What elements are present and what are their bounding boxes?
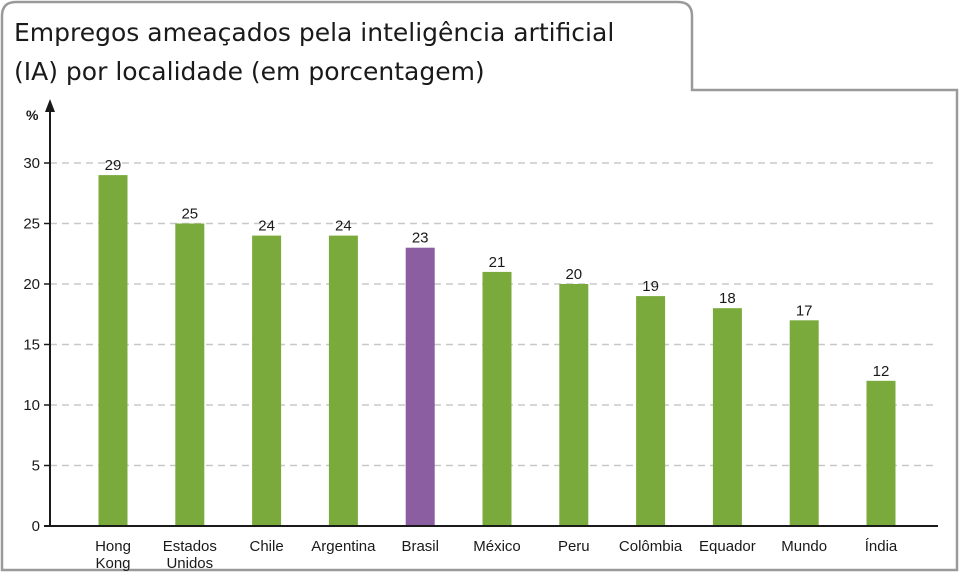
bar-méxico [482,271,512,526]
y-axis-arrow [45,99,55,112]
bar-colômbia [636,296,666,526]
bar-hong-kong [98,175,128,526]
y-tick-labels: 0 5 10 15 20 25 30 [23,155,40,535]
chart-title-line-1: Empregos ameaçados pela inteligência art… [14,18,614,47]
y-tick-label: 10 [23,397,40,414]
data-label: 19 [642,278,659,295]
bar-peru [559,284,589,526]
y-tick-label: 30 [23,155,40,172]
x-tick-label: Argentina [311,538,376,555]
x-tick-label: Kong [95,555,130,572]
axes [44,99,938,527]
y-tick-label: 5 [32,458,40,475]
y-tick-label: 15 [23,337,40,354]
x-tick-label: Mundo [781,538,827,555]
data-label: 24 [335,218,352,235]
data-label: 29 [105,157,122,174]
x-tick-label: Hong [95,538,131,555]
x-tick-label: Chile [250,538,284,555]
x-tick-label: México [473,538,521,555]
value-labels: 29 25 24 24 23 21 20 19 18 17 12 [105,157,890,380]
x-tick-label: Unidos [166,555,213,572]
data-label: 23 [412,230,429,247]
data-label: 20 [565,266,582,283]
data-label: 17 [796,302,813,319]
data-label: 24 [258,218,275,235]
bar-chile [252,235,282,526]
x-tick-label: Estados [163,538,217,555]
x-tick-label: Índia [865,538,898,555]
chart-title-line-2: (IA) por localidade (em porcentagem) [14,57,485,86]
y-tick-label: 20 [23,276,40,293]
bars [98,175,896,526]
data-label: 12 [873,363,890,380]
bar-estados-unidos [175,223,205,526]
x-tick-label: Equador [699,538,756,555]
data-label: 18 [719,290,736,307]
y-tick-label: 0 [32,518,40,535]
bar-índia [866,380,896,526]
data-label: 25 [181,206,198,223]
data-label: 21 [489,254,506,271]
bar-brasil [405,247,435,526]
bar-mundo [789,320,819,526]
bar-equador [712,308,742,526]
x-tick-label: Peru [558,538,590,555]
bar-argentina [328,235,358,526]
y-tick-label: 25 [23,216,40,233]
y-axis-label: % [26,107,39,123]
x-tick-label: Brasil [401,538,439,555]
x-tick-label: Colômbia [619,538,683,555]
